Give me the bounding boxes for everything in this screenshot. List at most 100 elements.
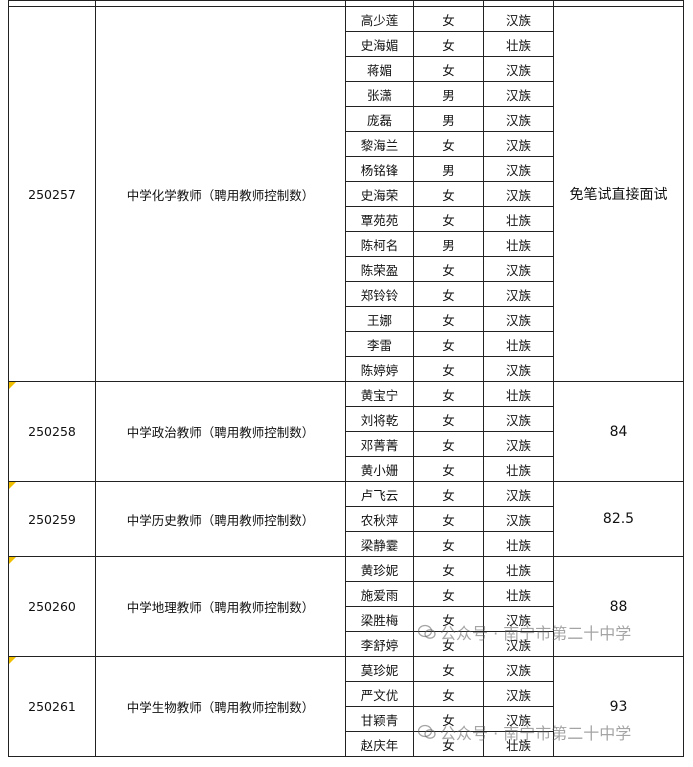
gender-cell: 女	[413, 331, 484, 357]
comment-marker	[9, 657, 16, 664]
gender-cell: 女	[413, 306, 484, 332]
table-row: 250258 中学政治教师（聘用教师控制数） 黄宝宁女壮族 84	[8, 381, 684, 482]
ethnicity-cell: 汉族	[483, 506, 554, 532]
name-cell: 严文优	[345, 681, 414, 707]
gender-cell: 女	[413, 456, 484, 482]
name-cell: 梁静霎	[345, 531, 414, 557]
ethnicity-cell: 壮族	[483, 531, 554, 557]
gender-cell: 女	[413, 356, 484, 382]
gender-cell: 女	[413, 181, 484, 207]
name-cell: 黄宝宁	[345, 381, 414, 407]
table-row: 黄小姗女壮族	[9, 456, 684, 482]
score-cell: 免笔试直接面试	[553, 6, 684, 382]
gender-cell: 女	[413, 131, 484, 157]
ethnicity-cell: 壮族	[483, 206, 554, 232]
gender-cell: 女	[413, 6, 484, 32]
gender-cell: 男	[413, 156, 484, 182]
ethnicity-cell: 壮族	[483, 456, 554, 482]
name-cell: 李雷	[345, 331, 414, 357]
name-cell: 邓菁菁	[345, 431, 414, 457]
ethnicity-cell: 壮族	[483, 331, 554, 357]
table-row: 杨铭锋男汉族	[9, 156, 684, 182]
name-cell: 庞磊	[345, 106, 414, 132]
table-row: 史海荣女汉族	[9, 181, 684, 207]
ethnicity-cell: 汉族	[483, 181, 554, 207]
gender-cell: 女	[413, 481, 484, 507]
ethnicity-cell: 汉族	[483, 256, 554, 282]
watermark-icon	[418, 724, 436, 739]
watermark: 公众号 · 南宁市第二十中学	[418, 720, 631, 744]
gender-cell: 女	[413, 431, 484, 457]
ethnicity-cell: 汉族	[483, 6, 554, 32]
table-row: 庞磊男汉族	[9, 106, 684, 132]
code-cell: 250259	[8, 481, 96, 557]
table-row: 250261 中学生物教师（聘用教师控制数） 莫珍妮女汉族 93	[8, 656, 684, 757]
table-row: 覃苑苑女壮族	[9, 206, 684, 232]
name-cell: 甘颖青	[345, 706, 414, 732]
gender-cell: 女	[413, 581, 484, 607]
ethnicity-cell: 汉族	[483, 156, 554, 182]
gender-cell: 女	[413, 56, 484, 82]
ethnicity-cell: 壮族	[483, 581, 554, 607]
table-row: 黎海兰女汉族	[9, 131, 684, 157]
ethnicity-cell: 壮族	[483, 231, 554, 257]
name-cell: 郑铃铃	[345, 281, 414, 307]
gender-cell: 女	[413, 506, 484, 532]
gender-cell: 男	[413, 81, 484, 107]
ethnicity-cell: 壮族	[483, 31, 554, 57]
gender-cell: 女	[413, 531, 484, 557]
watermark-text: 公众号 · 南宁市第二十中学	[440, 724, 632, 743]
position-cell: 中学历史教师（聘用教师控制数）	[95, 481, 346, 557]
gender-cell: 女	[413, 281, 484, 307]
table-row: 250259 中学历史教师（聘用教师控制数） 卢飞云女汉族 82.5	[8, 481, 684, 557]
name-cell: 史海媚	[345, 31, 414, 57]
gender-cell: 女	[413, 31, 484, 57]
table-row: 严文优女汉族	[9, 681, 684, 707]
name-cell: 黄小姗	[345, 456, 414, 482]
table-row: 刘将乾女汉族	[9, 406, 684, 432]
table-row: 李雷女壮族	[9, 331, 684, 357]
name-cell: 农秋萍	[345, 506, 414, 532]
name-cell: 陈婷婷	[345, 356, 414, 382]
table-row: 赵庆年女壮族	[9, 731, 684, 757]
name-cell: 莫珍妮	[345, 656, 414, 682]
table-row: 250257 中学化学教师（聘用教师控制数） 高少莲女汉族 免笔试直接面试	[8, 6, 684, 382]
ethnicity-cell: 汉族	[483, 81, 554, 107]
name-cell: 施爱雨	[345, 581, 414, 607]
ethnicity-cell: 汉族	[483, 356, 554, 382]
position-cell: 中学地理教师（聘用教师控制数）	[95, 556, 346, 657]
ethnicity-cell: 汉族	[483, 681, 554, 707]
ethnicity-cell: 汉族	[483, 106, 554, 132]
ethnicity-cell: 汉族	[483, 481, 554, 507]
table-row: 李舒婷女汉族	[9, 631, 684, 657]
name-cell: 陈柯名	[345, 231, 414, 257]
table-row: 施爱雨女壮族	[9, 581, 684, 607]
table-row: 陈柯名男壮族	[9, 231, 684, 257]
table-row: 邓菁菁女汉族	[9, 431, 684, 457]
watermark: 公众号 · 南宁市第二十中学	[418, 620, 631, 644]
ethnicity-cell: 汉族	[483, 431, 554, 457]
ethnicity-cell: 壮族	[483, 556, 554, 582]
name-cell: 蒋媚	[345, 56, 414, 82]
ethnicity-cell: 汉族	[483, 631, 554, 657]
ethnicity-cell: 汉族	[483, 56, 554, 82]
name-cell: 刘将乾	[345, 406, 414, 432]
name-cell: 覃苑苑	[345, 206, 414, 232]
table-row: 250260 中学地理教师（聘用教师控制数） 黄珍妮女壮族 88	[8, 556, 684, 657]
table-row: 王娜女汉族	[9, 306, 684, 332]
code-cell: 250260	[8, 556, 96, 657]
ethnicity-cell: 壮族	[483, 381, 554, 407]
code-cell: 250261	[8, 656, 96, 757]
gender-cell: 女	[413, 681, 484, 707]
score-cell: 82.5	[553, 481, 684, 557]
gender-cell: 男	[413, 231, 484, 257]
position-cell: 中学生物教师（聘用教师控制数）	[95, 656, 346, 757]
code-cell: 250257	[8, 6, 96, 382]
name-cell: 黎海兰	[345, 131, 414, 157]
table-row: 梁静霎女壮族	[9, 531, 684, 557]
comment-marker	[9, 557, 16, 564]
score-cell: 93	[553, 656, 684, 757]
ethnicity-cell: 汉族	[483, 306, 554, 332]
table-body: 250257 中学化学教师（聘用教师控制数） 高少莲女汉族 免笔试直接面试 史海媚女壮族…	[8, 0, 684, 757]
watermark-icon	[418, 624, 436, 639]
